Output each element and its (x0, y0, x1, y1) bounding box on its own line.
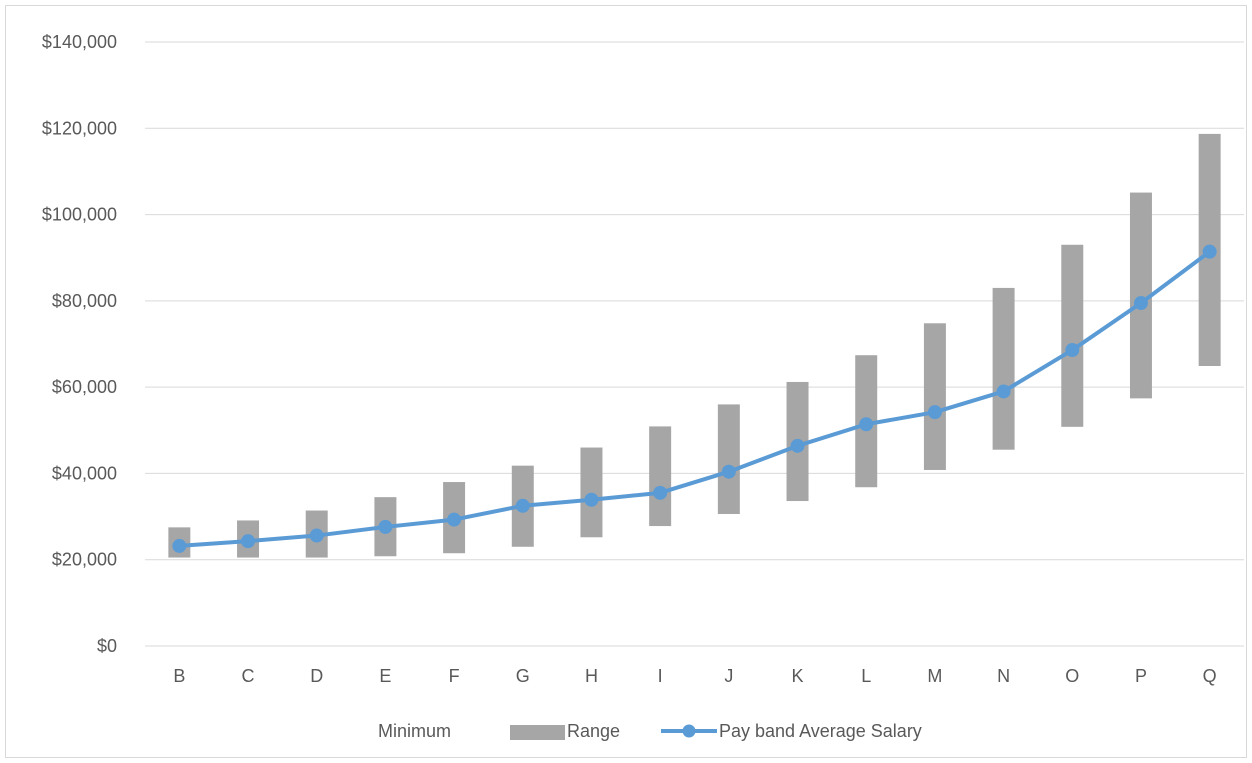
range-bar (1129, 192, 1152, 399)
chart-area: $0 $20,000 $40,000 $60,000 $80,000 $100,000 $1… (5, 5, 1247, 758)
average-salary-point (859, 417, 874, 432)
x-tick-label: F (449, 666, 460, 686)
average-salary-point (447, 512, 462, 527)
y-tick-label: $120,000 (42, 118, 117, 138)
average-salary-point (996, 384, 1011, 399)
legend-label-range: Range (567, 721, 620, 741)
range-bars (168, 133, 1221, 558)
average-salary-point (378, 519, 393, 534)
average-salary-point (653, 485, 668, 500)
x-tick-label: N (997, 666, 1010, 686)
x-tick-label: O (1065, 666, 1079, 686)
range-bar (717, 404, 740, 514)
salary-band-chart: $0 $20,000 $40,000 $60,000 $80,000 $100,000 $1… (42, 32, 1244, 741)
average-salary-point (721, 464, 736, 479)
x-tick-label: M (927, 666, 942, 686)
average-salary-point (1202, 244, 1217, 259)
x-tick-label: P (1135, 666, 1147, 686)
average-salary-point (584, 492, 599, 507)
average-salary-point (1133, 296, 1148, 311)
average-salary-point (309, 528, 324, 543)
average-salary-point (1065, 343, 1080, 358)
x-axis-tick-labels: B C D E F G H I J K L M N O P Q (173, 666, 1216, 686)
legend-label-minimum: Minimum (378, 721, 451, 741)
range-bar (1061, 244, 1084, 427)
x-tick-label: C (242, 666, 255, 686)
average-salary-point (241, 534, 256, 549)
legend-swatch-marker (682, 724, 696, 738)
y-tick-label: $100,000 (42, 205, 117, 225)
legend-label-average-salary: Pay band Average Salary (719, 721, 922, 741)
x-tick-label: I (658, 666, 663, 686)
x-tick-label: G (516, 666, 530, 686)
x-tick-label: K (792, 666, 804, 686)
average-salary-point (515, 498, 530, 513)
range-bar (649, 426, 672, 527)
x-tick-label: L (861, 666, 871, 686)
y-tick-label: $0 (97, 636, 117, 656)
range-bar (580, 447, 603, 538)
legend: Minimum Range Pay band Average Salary (378, 721, 922, 741)
x-tick-label: D (310, 666, 323, 686)
y-axis-tick-labels: $0 $20,000 $40,000 $60,000 $80,000 $100,000 $1… (42, 32, 117, 656)
average-salary-line (172, 244, 1217, 553)
x-tick-label: B (173, 666, 185, 686)
y-tick-label: $140,000 (42, 32, 117, 52)
average-salary-point (927, 405, 942, 420)
range-bar (992, 287, 1015, 450)
average-salary-polyline (179, 250, 1211, 548)
x-tick-label: E (379, 666, 391, 686)
y-tick-label: $20,000 (52, 550, 117, 570)
legend-swatch-range (510, 725, 565, 740)
gridlines (145, 41, 1244, 647)
x-tick-label: H (585, 666, 598, 686)
y-tick-label: $80,000 (52, 291, 117, 311)
average-salary-point (172, 538, 187, 553)
average-salary-point (790, 438, 805, 453)
y-tick-label: $40,000 (52, 463, 117, 483)
x-tick-label: J (724, 666, 733, 686)
y-tick-label: $60,000 (52, 377, 117, 397)
range-bar (923, 323, 946, 470)
x-tick-label: Q (1203, 666, 1217, 686)
